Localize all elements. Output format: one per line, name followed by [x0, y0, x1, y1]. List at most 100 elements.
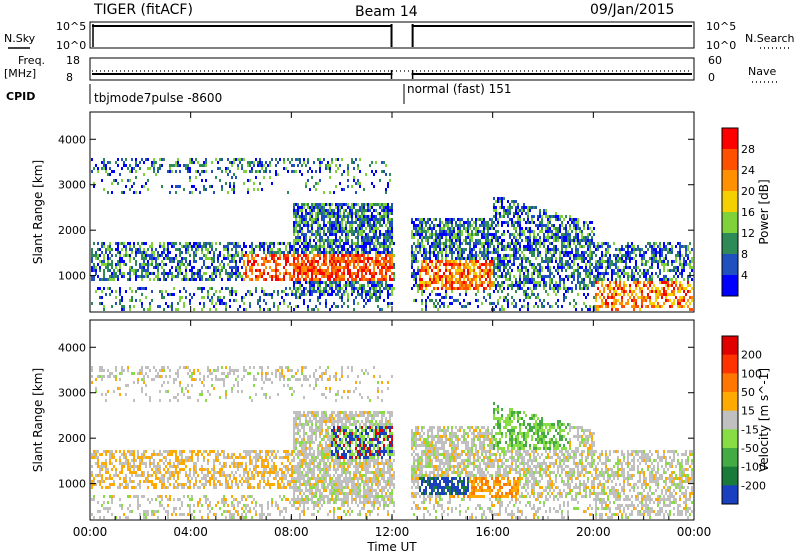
power-cell — [511, 254, 513, 257]
power-cell — [209, 278, 211, 281]
power-cell — [549, 242, 551, 245]
power-cell — [109, 248, 111, 251]
power-cell — [337, 230, 339, 233]
power-cell — [519, 269, 521, 272]
power-cell — [263, 251, 265, 254]
power-cell — [519, 233, 521, 236]
power-cell — [439, 227, 441, 230]
power-cell — [553, 224, 555, 227]
power-cell — [415, 248, 417, 251]
power-cell — [111, 272, 113, 275]
power-cell — [105, 170, 107, 173]
power-cell — [303, 161, 305, 164]
power-cell — [517, 287, 519, 290]
power-cell — [513, 233, 515, 236]
power-cell — [589, 269, 591, 272]
power-cell — [271, 251, 273, 254]
power-cell — [205, 242, 207, 245]
power-cell — [319, 296, 321, 299]
power-cell — [259, 164, 261, 167]
power-cell — [99, 260, 101, 263]
power-cell — [689, 284, 691, 287]
power-cell — [317, 299, 319, 302]
power-cell — [605, 269, 607, 272]
power-cell — [249, 251, 251, 254]
power-cell — [515, 236, 517, 239]
power-cell — [467, 257, 469, 260]
power-cell — [497, 281, 499, 284]
power-cell — [383, 275, 385, 278]
power-cell — [445, 224, 447, 227]
power-cell — [653, 257, 655, 260]
power-cell — [275, 272, 277, 275]
power-cell — [577, 254, 579, 257]
power-cell — [391, 254, 393, 257]
power-cell — [285, 167, 287, 170]
power-cell — [365, 203, 367, 206]
power-cell — [643, 272, 645, 275]
power-cell — [143, 263, 145, 266]
power-cell — [321, 215, 323, 218]
power-cell — [185, 278, 187, 281]
power-cell — [463, 257, 465, 260]
power-cell — [497, 212, 499, 215]
power-cell — [527, 212, 529, 215]
power-cell — [665, 263, 667, 266]
power-cell — [325, 248, 327, 251]
power-cell — [633, 248, 635, 251]
power-cell — [459, 302, 461, 305]
power-cell — [519, 263, 521, 266]
power-cell — [299, 224, 301, 227]
power-cell — [169, 251, 171, 254]
power-cell — [415, 272, 417, 275]
power-cell — [521, 239, 523, 242]
power-cell — [357, 236, 359, 239]
power-cell — [503, 263, 505, 266]
power-cell — [147, 179, 149, 182]
power-cell — [539, 215, 541, 218]
power-cell — [483, 245, 485, 248]
power-cell — [293, 203, 295, 206]
power-cell — [443, 263, 445, 266]
power-cell — [415, 254, 417, 257]
power-cell — [281, 278, 283, 281]
power-cell — [591, 230, 593, 233]
power-cell — [283, 266, 285, 269]
power-cell — [335, 185, 337, 188]
power-cell — [457, 287, 459, 290]
power-cell — [371, 206, 373, 209]
power-cell — [111, 290, 113, 293]
power-cell — [359, 227, 361, 230]
power-cell — [679, 299, 681, 302]
power-cell — [109, 287, 111, 290]
power-cell — [381, 278, 383, 281]
power-cell — [331, 266, 333, 269]
power-cell — [123, 275, 125, 278]
power-cell — [249, 266, 251, 269]
power-cell — [383, 209, 385, 212]
vel-cell — [93, 477, 95, 480]
power-cell — [609, 296, 611, 299]
vel-cell — [103, 450, 105, 453]
power-cell — [91, 302, 93, 305]
power-cell — [231, 266, 233, 269]
power-cell — [345, 287, 347, 290]
power-cell — [565, 263, 567, 266]
power-cell — [479, 284, 481, 287]
power-cell — [343, 278, 345, 281]
power-cell — [375, 239, 377, 242]
power-cell — [681, 296, 683, 299]
power-cell — [237, 245, 239, 248]
power-cell — [513, 299, 515, 302]
power-cell — [531, 206, 533, 209]
vel-cell — [91, 471, 93, 474]
power-cell — [219, 299, 221, 302]
power-cell — [453, 299, 455, 302]
power-cell — [247, 161, 249, 164]
power-cell — [323, 227, 325, 230]
vel-cell — [91, 366, 93, 369]
power-cell — [285, 257, 287, 260]
power-cell — [643, 299, 645, 302]
power-cell — [619, 287, 621, 290]
power-cell — [621, 254, 623, 257]
